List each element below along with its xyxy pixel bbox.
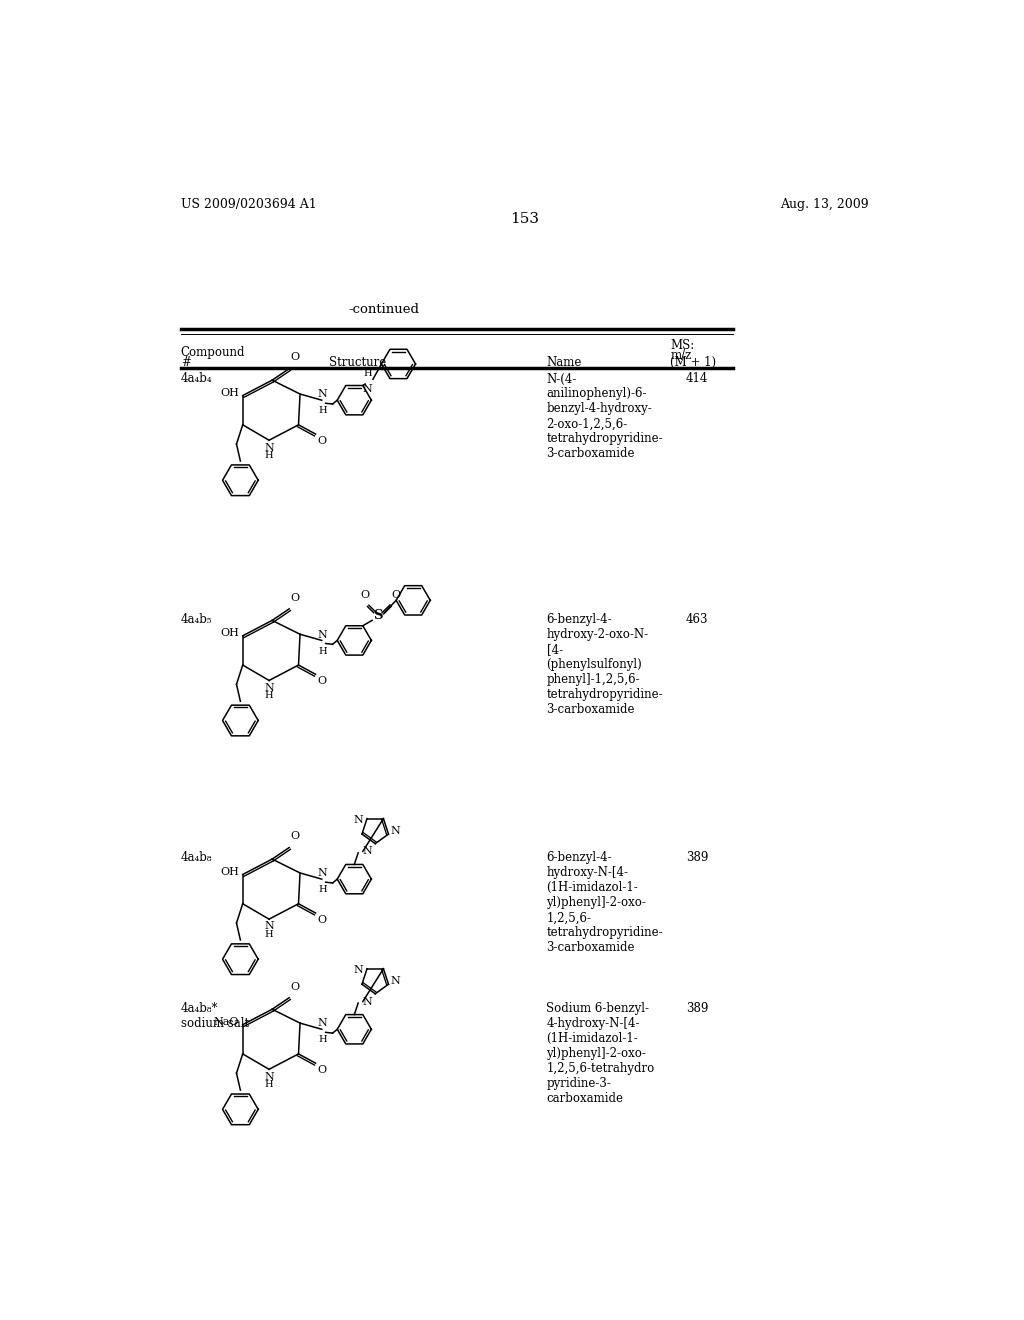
Text: 153: 153	[510, 213, 540, 226]
Text: N: N	[317, 630, 328, 640]
Text: OH: OH	[220, 388, 239, 399]
Text: 414: 414	[686, 372, 709, 385]
Text: O: O	[317, 676, 327, 686]
Text: -continued: -continued	[348, 304, 419, 317]
Text: O: O	[291, 593, 300, 603]
Text: O: O	[317, 1065, 327, 1074]
Text: O: O	[360, 590, 370, 601]
Text: NaO: NaO	[213, 1018, 239, 1027]
Text: N-(4-
anilinophenyl)-6-
benzyl-4-hydroxy-
2-oxo-1,2,5,6-
tetrahydropyridine-
3-c: N-(4- anilinophenyl)-6- benzyl-4-hydroxy…	[547, 372, 664, 461]
Text: 463: 463	[686, 612, 709, 626]
Text: H: H	[265, 451, 273, 459]
Text: H: H	[318, 647, 327, 656]
Text: O: O	[317, 436, 327, 446]
Text: N: N	[362, 846, 372, 857]
Text: MS:: MS:	[671, 339, 694, 351]
Text: N: N	[317, 869, 328, 878]
Text: 4a₄b₈*
sodium salt: 4a₄b₈* sodium salt	[180, 1002, 249, 1030]
Text: N: N	[353, 965, 364, 975]
Text: S: S	[374, 610, 383, 622]
Text: N: N	[362, 384, 373, 393]
Text: Sodium 6-benzyl-
4-hydroxy-N-[4-
(1H-imidazol-1-
yl)phenyl]-2-oxo-
1,2,5,6-tetra: Sodium 6-benzyl- 4-hydroxy-N-[4- (1H-imi…	[547, 1002, 654, 1105]
Text: O: O	[291, 352, 300, 363]
Text: Structure: Structure	[330, 356, 387, 370]
Text: O: O	[291, 982, 300, 991]
Text: Compound: Compound	[180, 346, 245, 359]
Text: N: N	[264, 921, 274, 932]
Text: Name: Name	[547, 356, 582, 370]
Text: #: #	[180, 356, 190, 370]
Text: O: O	[317, 915, 327, 924]
Text: 4a₄b₄: 4a₄b₄	[180, 372, 212, 385]
Text: 389: 389	[686, 851, 709, 865]
Text: Aug. 13, 2009: Aug. 13, 2009	[780, 198, 869, 211]
Text: 389: 389	[686, 1002, 709, 1015]
Text: O: O	[291, 832, 300, 841]
Text: H: H	[318, 886, 327, 894]
Text: US 2009/0203694 A1: US 2009/0203694 A1	[180, 198, 316, 211]
Text: N: N	[391, 826, 400, 836]
Text: H: H	[318, 1035, 327, 1044]
Text: H: H	[364, 368, 372, 378]
Text: O: O	[391, 590, 400, 601]
Text: N: N	[317, 1019, 328, 1028]
Text: OH: OH	[220, 628, 239, 639]
Text: 6-benzyl-4-
hydroxy-N-[4-
(1H-imidazol-1-
yl)phenyl]-2-oxo-
1,2,5,6-
tetrahydrop: 6-benzyl-4- hydroxy-N-[4- (1H-imidazol-1…	[547, 851, 664, 954]
Text: N: N	[317, 389, 328, 400]
Text: H: H	[265, 692, 273, 700]
Text: N: N	[362, 997, 372, 1007]
Text: H: H	[318, 407, 327, 416]
Text: 6-benzyl-4-
hydroxy-2-oxo-N-
[4-
(phenylsulfonyl)
phenyl]-1,2,5,6-
tetrahydropyr: 6-benzyl-4- hydroxy-2-oxo-N- [4- (phenyl…	[547, 612, 664, 715]
Text: 4a₄b₈: 4a₄b₈	[180, 851, 212, 865]
Text: m/z: m/z	[671, 348, 692, 362]
Text: 4a₄b₅: 4a₄b₅	[180, 612, 212, 626]
Text: N: N	[264, 442, 274, 453]
Text: N: N	[391, 977, 400, 986]
Text: H: H	[265, 1080, 273, 1089]
Text: (M + 1): (M + 1)	[671, 356, 717, 370]
Text: N: N	[353, 816, 364, 825]
Text: N: N	[264, 1072, 274, 1081]
Text: H: H	[265, 929, 273, 939]
Text: N: N	[264, 682, 274, 693]
Text: OH: OH	[220, 867, 239, 878]
